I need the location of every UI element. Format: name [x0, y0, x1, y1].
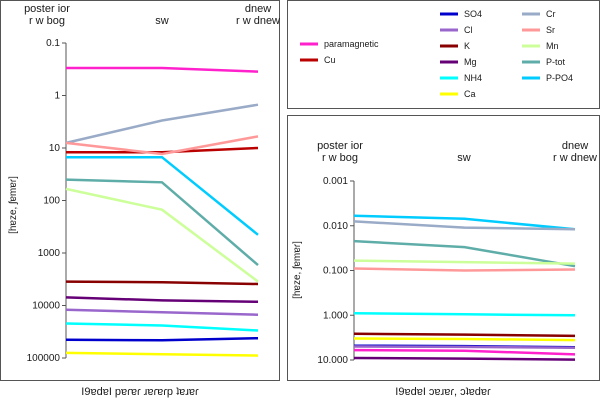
- left-tick-label: 10: [49, 143, 61, 154]
- left-chart: 0.1 1 10 100 1000 10000 100000 [hɐze, ʃɐmɐɾ] p…: [8, 3, 280, 398]
- legend-label: SO4: [464, 9, 482, 19]
- left-series-cu: [66, 146, 259, 154]
- left-pos-label-3a: dnew: [245, 3, 271, 15]
- left-pos-label-2: sw: [155, 15, 169, 27]
- legend-label: paramagnetic: [324, 39, 379, 49]
- right-caption: Ι9ɐdɐΙ ɔɐɹɐɾ, ɔʇɐdɐɾ: [395, 386, 491, 398]
- left-tick-label: 1000: [38, 248, 61, 259]
- left-series-cr: [65, 103, 259, 145]
- left-series-ca: [65, 351, 259, 357]
- legend-label: Sr: [546, 25, 555, 35]
- right-tick-label: 10.000: [317, 355, 348, 366]
- right-series-paramagnetic: [353, 348, 576, 356]
- left-series-so4: [65, 336, 259, 342]
- right-series-lines: [353, 214, 576, 361]
- left-series-mn: [65, 187, 259, 283]
- left-tick-label: 100000: [27, 353, 61, 364]
- right-series-p-tot: [353, 239, 576, 268]
- left-tick-label: 1: [54, 91, 60, 102]
- right-tick-label: 0.010: [323, 221, 348, 232]
- left-y-axis-label: [hɐze, ʃɐmɐɾ]: [8, 176, 19, 234]
- right-series-nh4: [353, 311, 576, 317]
- left-series-k: [65, 280, 259, 286]
- right-pos-label-3a: dnew: [562, 140, 588, 152]
- right-tick-label: 0.001: [323, 176, 348, 187]
- legend-label: Cr: [546, 9, 556, 19]
- right-pos-label-2: sw: [457, 152, 471, 164]
- left-tick-label: 0.1: [46, 38, 60, 49]
- right-y-axis-label: [hɐze, ʃɐmɐɾ]: [292, 241, 303, 299]
- left-series-cl: [65, 308, 259, 316]
- left-y-ticks: 0.1 1 10 100 1000 10000 100000: [27, 38, 66, 364]
- right-series-mn: [353, 259, 576, 265]
- legend: paramagnetic Cu SO4 Cl K Mg NH4 Ca Cr Sr Mn P-tot P-…: [300, 9, 573, 99]
- left-series-lines: [65, 66, 259, 357]
- right-series-cl: [353, 345, 576, 349]
- right-chart: 0.001 0.010 0.100 1.000 10.000 [hɐze, ʃɐmɐɾ]…: [292, 140, 597, 398]
- left-panel-frame: [0, 0, 280, 381]
- left-series-p-tot: [65, 178, 259, 267]
- right-pos-label-1a: poster ior: [317, 140, 363, 152]
- right-series-mg: [353, 356, 576, 361]
- left-series-p-po4: [66, 155, 259, 236]
- left-pos-label-1a: poster ior: [24, 3, 70, 15]
- left-series-paramagnetic: [66, 66, 259, 73]
- right-pos-label-3b: r w dnew: [553, 152, 597, 164]
- legend-label: Cu: [324, 55, 336, 65]
- right-series-k: [353, 332, 576, 338]
- left-series-mg: [65, 296, 259, 304]
- left-tick-label: 10000: [32, 301, 60, 312]
- legend-label: K: [464, 41, 470, 51]
- legend-label: P-PO4: [546, 73, 573, 83]
- right-tick-label: 0.100: [323, 266, 348, 277]
- right-series-sr: [353, 267, 576, 272]
- right-pos-label-1b: r w bog: [322, 152, 358, 164]
- right-series-ca: [353, 337, 576, 342]
- right-series-p-po4: [353, 214, 576, 231]
- right-series-cr: [353, 220, 576, 231]
- right-y-ticks: 0.001 0.010 0.100 1.000 10.000: [317, 176, 354, 366]
- legend-label: Mn: [546, 41, 559, 51]
- right-tick-label: 1.000: [323, 310, 348, 321]
- legend-label: P-tot: [546, 57, 566, 67]
- legend-label: Mg: [464, 57, 477, 67]
- legend-label: Cl: [464, 25, 473, 35]
- legend-label: NH4: [464, 73, 482, 83]
- left-tick-label: 100: [43, 196, 60, 207]
- left-pos-label-3b: r w dnew: [236, 15, 280, 27]
- left-caption: Ι9ɐdɐΙ pɐɾɐɾ ɹɐɾɐɾp ʇɐɹɐɾ: [81, 386, 199, 398]
- legend-label: Ca: [464, 89, 476, 99]
- left-series-nh4: [65, 322, 259, 332]
- left-series-sr: [65, 135, 259, 156]
- left-pos-label-1b: r w bog: [29, 15, 65, 27]
